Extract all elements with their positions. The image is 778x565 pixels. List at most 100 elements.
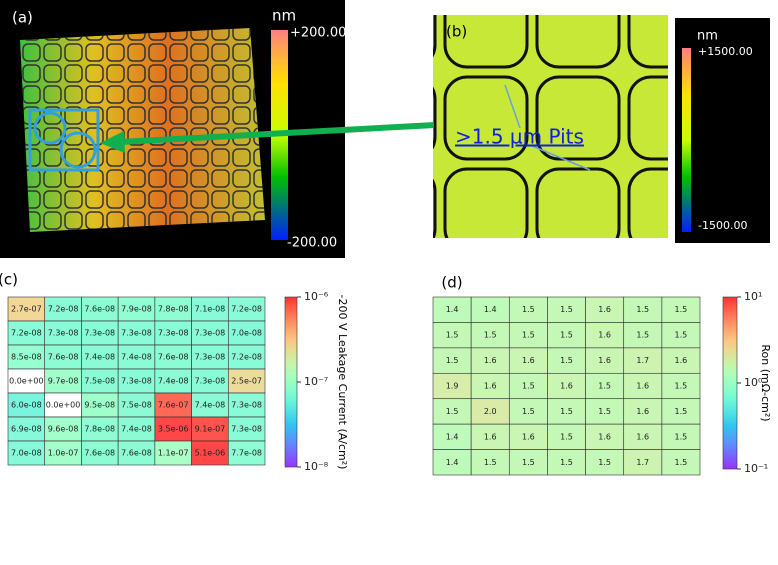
heatmap-cell [81,344,119,370]
heatmap-cell [508,296,548,323]
panel-label: (a) [12,9,33,27]
cell-label: 1.6 [484,356,497,365]
colorbar-min: -1500.00 [698,219,747,232]
heatmap-cell [191,392,229,418]
heatmap-cell [44,296,82,322]
cell-label: 1.4 [446,458,459,467]
colorbar-label: -200 V Leakage Current (A/cm²) [336,295,349,470]
heatmap-cell [508,398,548,425]
heatmap-cell [7,296,46,322]
highlight-circle [59,131,97,169]
heatmap-cell [547,347,586,374]
cell-label: 7.0e-08 [231,329,262,338]
highlight-box [28,108,100,172]
cell-label: 1.0e-07 [48,449,79,458]
cell-label: 1.6 [598,331,611,340]
heatmap-cell [661,423,701,450]
heatmap-cell [227,296,266,322]
cell-label: 1.5 [675,432,688,441]
heatmap-cell [470,296,510,323]
cell-label: 7.4e-08 [121,425,152,434]
cell-label: 1.6 [675,356,688,365]
colorbar-max: +200.00 [290,26,346,41]
heatmap-cell [547,322,586,349]
cell-label: 1.4 [446,432,459,441]
cell-label: 1.6 [522,356,535,365]
heatmap-cell [585,449,625,476]
cell-label: 7.3e-08 [84,329,115,338]
panel-label: (d) [441,274,462,292]
cell-label: 6.9e-08 [11,425,42,434]
heatmap-cell [81,296,119,322]
cell-label: 1.6 [484,432,497,441]
colorbar [284,296,298,468]
heatmap-cell [7,368,46,394]
heatmap-cell [470,347,510,374]
cell-label: 1.5 [446,331,459,340]
cell-label: 1.5 [522,331,535,340]
colorbar-max: +1500.00 [698,45,753,58]
cell-label: 6.0e-08 [11,401,42,410]
cell-label: 7.7e-08 [231,449,262,458]
heatmap-cell [227,392,266,418]
cell-label: 1.5 [522,458,535,467]
cell-label: 1.5 [560,458,573,467]
device-cells [20,28,265,232]
colorbar-tick-label: 10⁻⁸ [304,460,329,473]
cell-label: 1.5 [484,458,497,467]
heatmap-cell [7,416,46,442]
cell-label: 7.8e-08 [84,425,115,434]
colorbar-label: Ron (mΩ-cm²) [759,344,772,421]
heatmap-cell [191,344,229,370]
heatmap-cell [585,347,625,374]
cell-label: 7.3e-08 [195,377,226,386]
cell-label: 1.5 [636,331,649,340]
cell-label: 7.2e-08 [48,305,79,314]
cell-label: 7.5e-08 [121,401,152,410]
cell-label: 3.5e-06 [158,425,189,434]
heatmap-cell [44,416,82,442]
cell-label: 7.2e-08 [11,329,42,338]
heatmap-cell [154,440,192,466]
heatmap-cell [508,322,548,349]
cell-label: 1.6 [636,382,649,391]
heatmap-cell [623,423,663,450]
cell-label: 1.5 [598,382,611,391]
cell-label: 1.5 [484,331,497,340]
cell-label: 2.5e-07 [231,377,262,386]
heatmap-cell [661,449,701,476]
cell-label: 1.5 [675,305,688,314]
heatmap-cell [227,440,266,466]
cell-label: 1.4 [484,305,497,314]
heatmap-cell [81,392,119,418]
heatmap-cell [154,368,192,394]
cell-label: 1.5 [560,432,573,441]
cell-label: 1.5 [522,305,535,314]
cell-label: 7.6e-08 [121,449,152,458]
cell-label: 1.5 [675,458,688,467]
heatmap-cell [227,320,266,346]
cell-label: 8.5e-08 [11,353,42,362]
cell-label: 7.6e-08 [84,305,115,314]
heatmap-cell [81,368,119,394]
cell-label: 1.1e-07 [158,449,189,458]
heatmap-cell [623,322,663,349]
colorbar-unit: nm [697,29,718,44]
highlight-circle [33,111,67,145]
heatmap-cell [623,347,663,374]
cell-label: 1.6 [598,305,611,314]
heatmap-cell [81,320,119,346]
cell-label: 7.6e-07 [158,401,189,410]
pointer [504,84,521,129]
cell-label: 1.5 [675,382,688,391]
cell-label: 7.4e-08 [195,401,226,410]
heatmap-cell [585,296,625,323]
cell-label: 1.5 [598,458,611,467]
heatmap-cell [44,320,82,346]
heatmap-cell [81,440,119,466]
heatmap-cell [470,449,510,476]
heatmap-cell [661,347,701,374]
cell-label: 1.5 [446,356,459,365]
colorbar-tick-label: 10⁻⁷ [304,375,328,388]
